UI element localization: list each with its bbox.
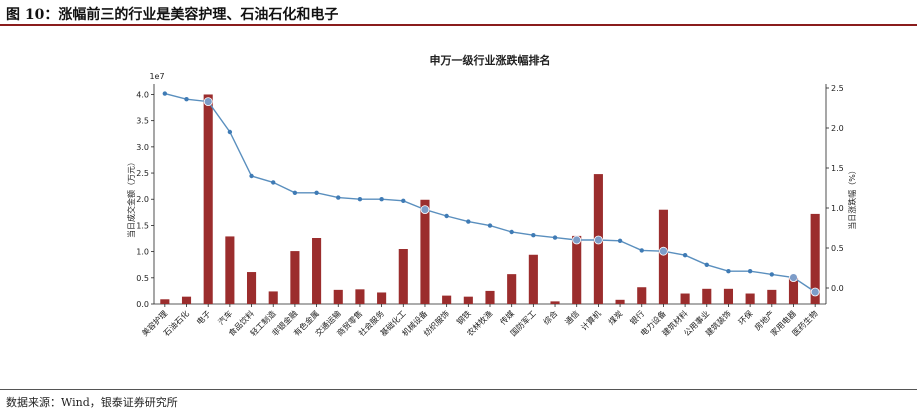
bar [181,296,192,304]
chart: 申万一级行业涨跌幅排名 1e7 当日成交金额（万元） 当日涨跌幅（%） 0.0 0… [126,53,857,338]
highlight-point [203,97,213,106]
right-tick-label: 1.0 [831,204,844,213]
line-point [531,233,536,238]
left-tick-label: 1.0 [136,248,149,257]
x-tick-label: 汽车 [216,308,234,326]
line-point [379,197,384,202]
bar [246,272,257,304]
bar [810,213,820,304]
right-tick-label: 1.5 [831,164,844,173]
line-point [314,190,319,195]
right-axis-title: 当日涨跌幅（%） [847,166,857,230]
source-note: 数据来源：Wind，银泰证券研究所 [6,396,178,409]
bar [572,235,582,304]
line-point [401,198,406,203]
line-point [769,272,775,277]
bar [680,293,690,304]
line-point [357,197,363,202]
bar [745,293,755,304]
left-tick-label: 2.5 [136,169,149,178]
left-tick-label: 4.0 [136,90,149,99]
right-tick-label: 0.5 [831,244,844,253]
bar [767,289,777,304]
x-tick-label: 环保 [736,308,754,326]
left-tick-label: 3.0 [136,143,149,152]
highlight-point [789,273,798,283]
bar [312,238,322,304]
bottom-rule [0,389,917,390]
line-point [552,235,558,240]
bar [550,301,560,304]
x-tick-label: 传媒 [498,308,516,326]
chart-title: 申万一级行业涨跌幅排名 [430,53,551,67]
x-tick-label: 钢铁 [454,308,472,326]
right-tick-label: 2.0 [831,124,844,133]
line-series [164,92,816,293]
highlight-point [420,205,430,215]
top-rule [0,24,917,26]
x-tick-label: 通信 [563,308,581,326]
bar [637,287,647,304]
highlight-point [572,235,582,245]
line-point [617,238,623,243]
highlight-point [659,246,668,256]
bar [420,199,430,304]
x-tick-label: 电子 [194,308,212,326]
left-axis-multiplier: 1e7 [149,72,164,81]
line-point [487,223,493,228]
bar [485,290,495,304]
right-tick-label: 0.0 [831,284,844,293]
highlight-point [810,287,820,297]
line-point [184,97,189,102]
bar [702,288,712,304]
line-point [271,180,276,185]
bar [377,292,387,304]
x-tick-label: 综合 [541,308,559,326]
bar [723,288,734,304]
left-tick-label: 1.5 [136,221,149,230]
line-point [336,195,341,200]
highlight-point [593,235,603,245]
line-point [444,213,449,219]
left-tick-label: 0.5 [136,274,149,283]
line-point [704,262,709,267]
bar [528,254,538,304]
bar [615,299,625,304]
bar [788,277,799,304]
line-point [747,269,753,274]
bar [463,296,473,304]
line-point [726,269,731,274]
line-point [466,219,471,224]
bar [203,94,213,304]
figure-caption: 图 10：涨幅前三的行业是美容护理、石油石化和电子 [6,7,339,23]
bar [658,209,668,304]
bar [442,295,452,304]
line-point [639,248,644,253]
left-tick-label: 0.0 [136,300,149,309]
line-point [249,173,254,179]
x-tick-label: 银行 [628,308,646,326]
line-point [292,190,298,195]
bar [398,249,408,304]
left-tick-label: 3.5 [136,117,149,126]
bar [160,299,170,304]
bar [355,289,365,304]
bar [333,289,343,304]
x-tick-label: 煤炭 [606,308,624,326]
line-point [682,253,688,258]
line-point [227,129,233,135]
bar [290,251,300,304]
bar [507,274,517,304]
x-tick-label: 计算机 [579,308,603,332]
bar [268,291,278,304]
bar [225,236,235,304]
left-axis-title: 当日成交金额（万元） [126,158,136,238]
right-tick-label: 2.5 [831,84,844,93]
left-tick-label: 2.0 [136,195,149,204]
line-point [162,91,168,96]
line-point [509,229,514,235]
